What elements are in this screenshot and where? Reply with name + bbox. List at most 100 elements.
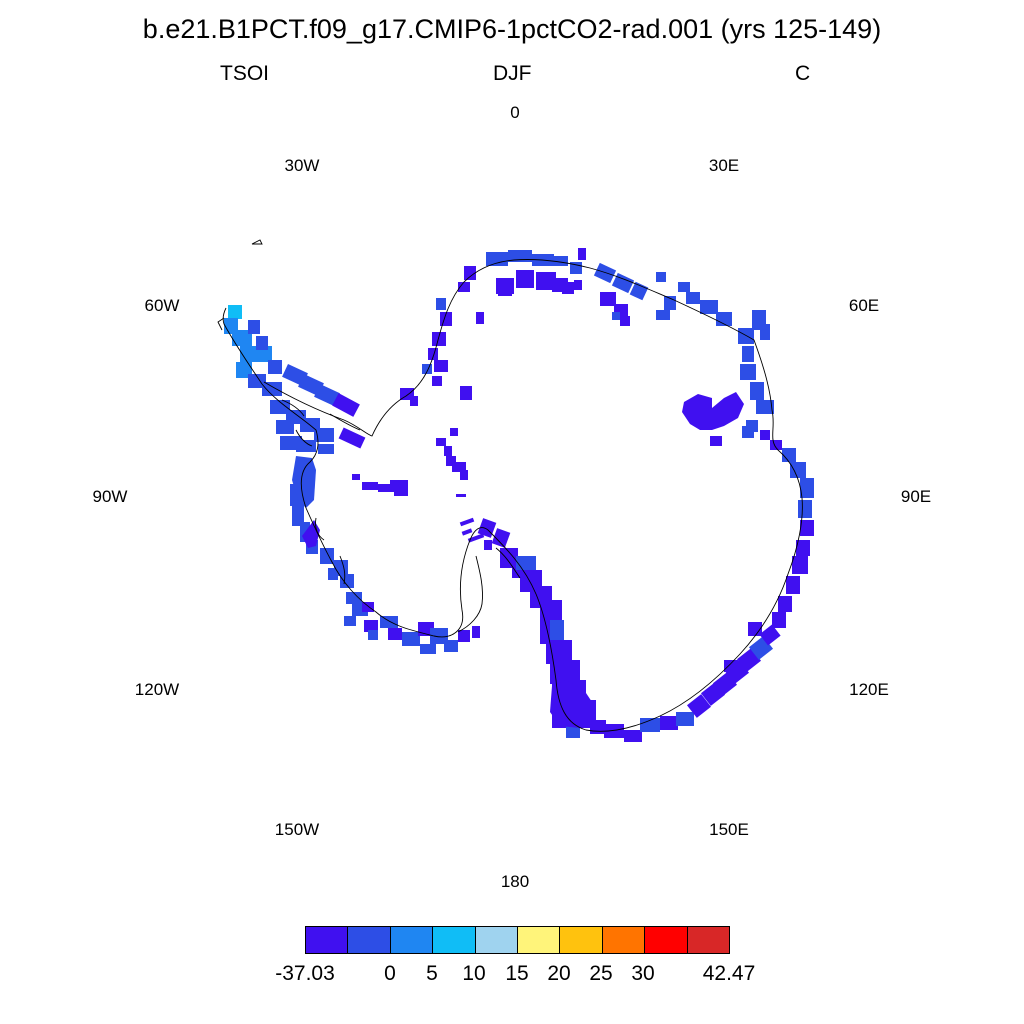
grid-cell	[292, 506, 304, 526]
lon-label-60e: 60E	[848, 296, 880, 315]
grid-cell	[656, 310, 670, 320]
grid-cell	[782, 448, 796, 462]
grid-cell	[436, 298, 446, 310]
coastline-segment	[339, 555, 346, 585]
colorbar-tick-label: 0	[384, 962, 396, 985]
grid-cell	[446, 456, 456, 466]
grid-cell	[394, 488, 408, 496]
grid-cell	[742, 346, 754, 362]
grid-cell	[716, 312, 732, 326]
grid-cell	[756, 400, 774, 414]
grid-cell	[760, 324, 770, 340]
grid-cell	[678, 282, 690, 292]
colorbar-tick-label: 25	[589, 962, 613, 985]
colorbar-box	[305, 926, 349, 954]
grid-cell	[710, 436, 722, 446]
grid-cell	[760, 430, 770, 440]
grid-cell	[420, 644, 436, 654]
lon-label-30e: 30E	[708, 156, 740, 175]
grid-cell	[484, 540, 492, 550]
coastline	[217, 239, 803, 732]
grid-cell	[444, 640, 458, 652]
grid-cell	[748, 622, 762, 636]
grid-cell	[792, 556, 808, 574]
grid-cell	[444, 446, 452, 456]
grid-cell	[368, 630, 378, 640]
grid-cell	[786, 576, 800, 594]
grid-cell	[458, 630, 470, 642]
colorbar-tick-label: 30	[631, 962, 655, 985]
colorbar-tick-label: 10	[462, 962, 486, 985]
grid-cell	[629, 281, 649, 301]
grid-cell	[328, 568, 338, 580]
grid-cell	[740, 364, 756, 380]
colorbar-box	[686, 926, 730, 954]
grid-cell	[686, 694, 712, 718]
grid-cell	[566, 726, 580, 738]
grid-cell	[314, 384, 340, 406]
grid-cell	[536, 272, 556, 290]
variable-label: TSOI	[220, 62, 270, 85]
grid-cell	[742, 426, 754, 438]
grid-cell	[611, 272, 635, 294]
colorbar-box	[644, 926, 688, 954]
lon-label-150w: 150W	[274, 820, 320, 839]
coastline-segment	[295, 429, 313, 447]
colorbar	[305, 926, 730, 956]
grid-cell	[388, 628, 402, 640]
grid-cell	[378, 484, 396, 492]
grid-cell	[461, 528, 473, 536]
lon-label-30w: 30W	[284, 156, 320, 175]
grid-cell	[262, 382, 282, 396]
grid-cell	[362, 602, 374, 612]
colorbar-box	[601, 926, 646, 954]
grid-cell	[491, 528, 511, 548]
grid-cell	[738, 328, 754, 344]
grid-cell	[498, 286, 512, 296]
grid-cell	[436, 438, 446, 446]
grid-cell	[340, 574, 354, 588]
colorbar-box	[389, 926, 434, 954]
grid-cell	[798, 500, 812, 518]
grid-cell	[276, 420, 294, 434]
grid-cell	[456, 494, 466, 497]
units-label: C	[795, 62, 811, 85]
grid-cell	[516, 556, 536, 570]
grid-cell	[778, 596, 792, 612]
lon-label-150e: 150E	[709, 820, 749, 839]
grid-cell	[472, 626, 480, 638]
grid-cell	[770, 440, 782, 450]
grid-cell	[232, 330, 252, 346]
grid-cell	[332, 393, 360, 417]
colorbar-tick-label: 42.47	[702, 962, 756, 985]
coastline-segment	[495, 547, 521, 579]
grid-cell	[578, 248, 586, 260]
grid-cell	[540, 600, 562, 622]
coastline-segment	[251, 239, 263, 245]
grid-cell	[508, 250, 532, 262]
grid-cell	[422, 364, 432, 374]
colorbar-tick-label: 15	[505, 962, 529, 985]
grid-cell	[612, 312, 620, 320]
lon-label-120w: 120W	[134, 680, 180, 699]
lon-label-90w: 90W	[92, 487, 128, 506]
grid-cell	[552, 256, 568, 266]
grid-cell	[390, 480, 408, 488]
grid-cell-patch	[292, 456, 316, 508]
coastline-segment	[315, 517, 325, 541]
coastline-segment	[263, 259, 515, 437]
grid-cell	[656, 272, 666, 282]
grid-cell	[759, 624, 781, 646]
coastline-segment	[457, 555, 483, 633]
colorbar-box	[432, 926, 476, 954]
grid-cell	[460, 470, 468, 480]
colorbar-tick-label: 20	[547, 962, 571, 985]
grid-cell	[228, 305, 242, 319]
grid-cell	[459, 517, 475, 527]
grid-cell	[458, 282, 470, 292]
grid-cell	[796, 540, 810, 556]
grid-cell	[574, 280, 582, 290]
grid-cell	[676, 712, 694, 726]
coastline-segment	[329, 413, 361, 431]
